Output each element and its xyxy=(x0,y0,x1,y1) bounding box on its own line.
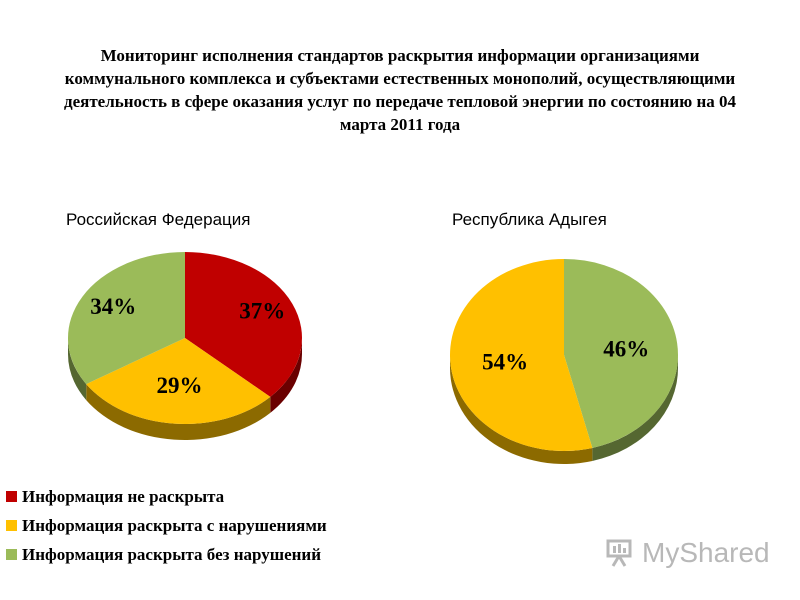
pie-label-1-1: 54% xyxy=(482,349,528,374)
pie-label-0-2: 34% xyxy=(90,294,136,319)
watermark-text: MyShared xyxy=(642,537,770,568)
pie-side-1-0 xyxy=(592,355,678,461)
pie-side-1-1 xyxy=(450,355,593,464)
legend-swatch-green xyxy=(6,549,17,560)
pie-side-0-2 xyxy=(68,338,87,401)
pie-slice-0-2 xyxy=(67,252,185,385)
legend-item-with-violations: Информация раскрыта с нарушениями xyxy=(6,511,327,540)
pie-side-0-0 xyxy=(270,338,302,413)
legend-label: Информация раскрыта без нарушений xyxy=(22,544,322,564)
pie-slice-1-1 xyxy=(450,259,593,451)
pie-side-0-1 xyxy=(86,384,271,441)
pie-slice-1-0 xyxy=(564,259,679,448)
pie-slice-0-1 xyxy=(86,338,271,425)
chart-title-russia: Российская Федерация xyxy=(66,210,251,229)
legend: Информация не раскрыта Информация раскры… xyxy=(6,482,327,569)
legend-item-without-violations: Информация раскрыта без нарушений xyxy=(6,540,327,569)
legend-item-not-disclosed: Информация не раскрыта xyxy=(6,482,327,511)
pie-slice-0-0 xyxy=(185,252,303,397)
pie-label-0-1: 29% xyxy=(156,373,202,398)
watermark: MyShared xyxy=(604,537,770,569)
presentation-board-icon xyxy=(606,539,632,567)
pie-label-1-0: 46% xyxy=(603,336,649,361)
chart-title-adygea: Республика Адыгея xyxy=(452,210,607,229)
page-title: Мониторинг исполнения стандартов раскрыт… xyxy=(63,46,737,134)
legend-label: Информация не раскрыта xyxy=(22,486,225,506)
legend-label: Информация раскрыта с нарушениями xyxy=(22,515,327,535)
pie-label-0-0: 37% xyxy=(239,298,285,323)
legend-swatch-red xyxy=(6,491,17,502)
legend-swatch-yellow xyxy=(6,520,17,531)
